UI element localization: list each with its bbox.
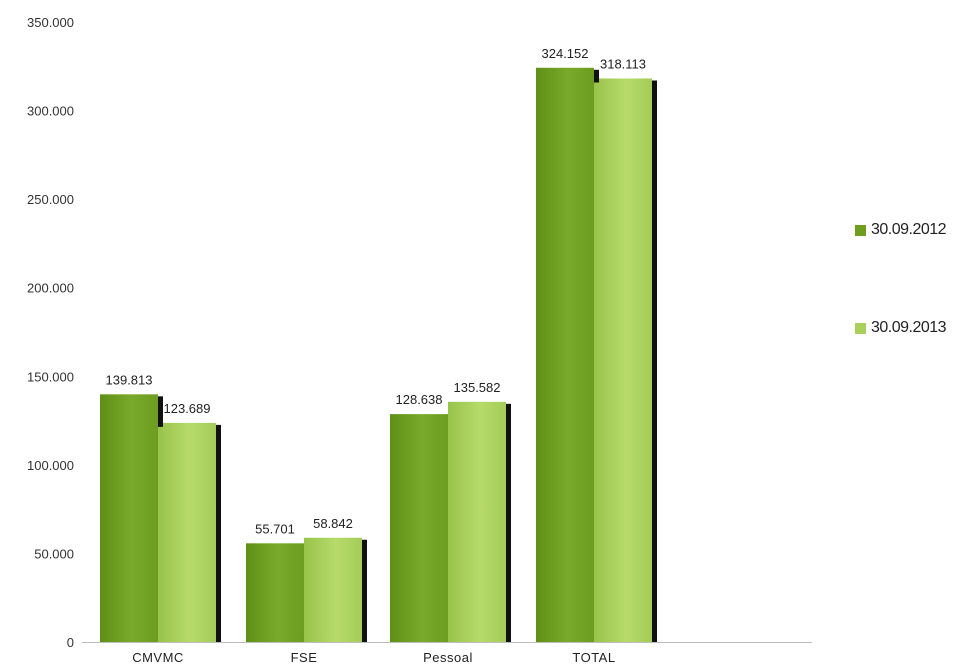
x-tick-label: Pessoal [423, 650, 473, 665]
axis-layer: 0 50.000 100.000 150.000 200.000 250.000 300.0… [27, 15, 812, 665]
legend-swatch-2013 [855, 322, 866, 334]
legend-item-2013: 30.09.2013 [855, 316, 947, 340]
legend-label-2013: 30.09.2013 [871, 319, 947, 336]
bar-cmvmc-30.09.2012 [100, 394, 158, 642]
y-tick-label: 50.000 [34, 546, 74, 561]
bar-total-30.09.2012 [536, 67, 594, 642]
y-tick-label: 200.000 [27, 281, 74, 296]
data-label: 123.689 [164, 401, 211, 416]
y-tick-label: 250.000 [27, 192, 74, 207]
bar-pessoal-30.09.2013 [448, 401, 506, 642]
y-tick-label: 0 [67, 635, 74, 650]
bar-cmvmc-30.09.2013 [158, 422, 216, 642]
data-label: 135.582 [454, 380, 501, 395]
bar-pessoal-30.09.2012 [390, 414, 448, 642]
bars-layer [100, 67, 657, 643]
y-tick-label: 350.000 [27, 15, 74, 30]
data-label: 318.113 [600, 56, 646, 71]
data-label: 55.701 [255, 521, 295, 536]
bar-fse-30.09.2013 [304, 537, 362, 642]
y-tick-label: 100.000 [27, 458, 74, 473]
bar-inner-shadow [594, 69, 599, 83]
bar-inner-shadow [158, 396, 163, 427]
x-tick-label: FSE [291, 650, 318, 665]
legend: 30.09.2012 30.09.2013 [855, 218, 947, 414]
bar-fse-30.09.2012 [246, 543, 304, 642]
data-label: 139.813 [106, 372, 153, 387]
y-tick-label: 300.000 [27, 104, 74, 119]
bar-shadow [216, 424, 221, 642]
x-tick-label: CMVMC [132, 650, 184, 665]
x-tick-label: TOTAL [572, 650, 615, 665]
legend-label-2012: 30.09.2012 [871, 221, 947, 238]
bar-shadow [506, 403, 511, 642]
bar-total-30.09.2013 [594, 78, 652, 643]
data-label: 58.842 [313, 516, 353, 531]
data-label: 128.638 [396, 392, 443, 407]
bar-shadow [652, 80, 657, 643]
legend-item-2012: 30.09.2012 [855, 218, 947, 242]
legend-swatch-2012 [855, 224, 866, 236]
labels-layer: 139.813 123.689 55.701 58.842 128.638 135.582… [106, 46, 647, 537]
bar-shadow [362, 539, 367, 642]
data-label: 324.152 [542, 46, 589, 61]
y-tick-label: 150.000 [27, 369, 74, 384]
